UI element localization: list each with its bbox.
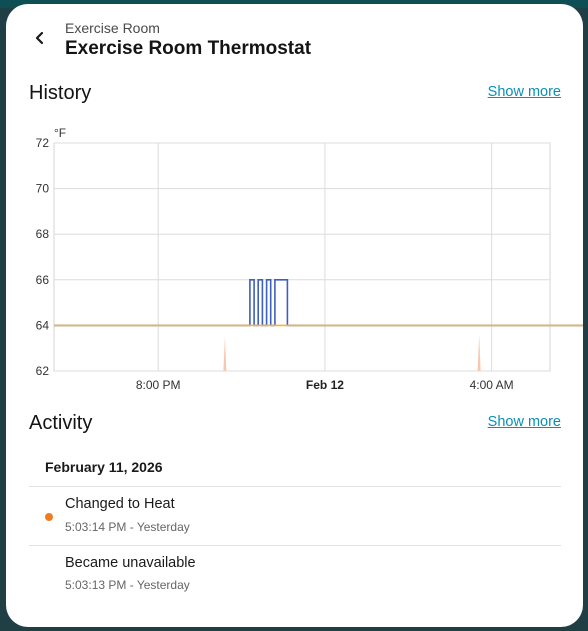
x-tick-label: Feb 12 (306, 378, 344, 392)
event-time: 5:03:14 PM - Yesterday (65, 520, 190, 534)
heating-fill-layer (223, 334, 481, 371)
plot-frame (53, 142, 551, 372)
dialog-title: Exercise Room Thermostat (65, 38, 312, 59)
chevron-left-icon (35, 31, 44, 45)
back-button[interactable] (28, 26, 52, 50)
divider (29, 545, 561, 546)
y-tick-label: 70 (36, 182, 50, 196)
divider (29, 486, 561, 487)
y-axis-unit-label: °F (54, 126, 66, 140)
event-title: Became unavailable (65, 555, 196, 571)
activity-heading: Activity (29, 412, 93, 434)
x-tick-label: 4:00 AM (470, 378, 514, 392)
y-tick-label: 66 (36, 273, 50, 287)
event-title: Changed to Heat (65, 496, 175, 512)
series-line-target (54, 324, 583, 327)
y-tick-label: 68 (36, 227, 50, 241)
more-info-dialog: Exercise Room Exercise Room Thermostat H… (6, 4, 583, 627)
dialog-subtitle: Exercise Room (65, 20, 160, 36)
y-tick-label: 72 (36, 136, 50, 150)
chart-lines (54, 279, 583, 327)
heating-spike (477, 334, 481, 371)
heating-spike (223, 336, 227, 371)
y-tick-label: 62 (36, 364, 50, 378)
activity-date-header: February 11, 2026 (45, 459, 163, 475)
y-tick-label: 64 (36, 318, 50, 332)
history-show-more-link[interactable]: Show more (487, 84, 561, 100)
activity-show-more-link[interactable]: Show more (487, 414, 561, 430)
series-line-current (54, 279, 583, 327)
state-dot-icon (45, 513, 53, 521)
x-tick-label: 8:00 PM (136, 378, 181, 392)
chart-grid (53, 142, 551, 372)
history-heading: History (29, 82, 92, 104)
event-time: 5:03:13 PM - Yesterday (65, 578, 190, 592)
